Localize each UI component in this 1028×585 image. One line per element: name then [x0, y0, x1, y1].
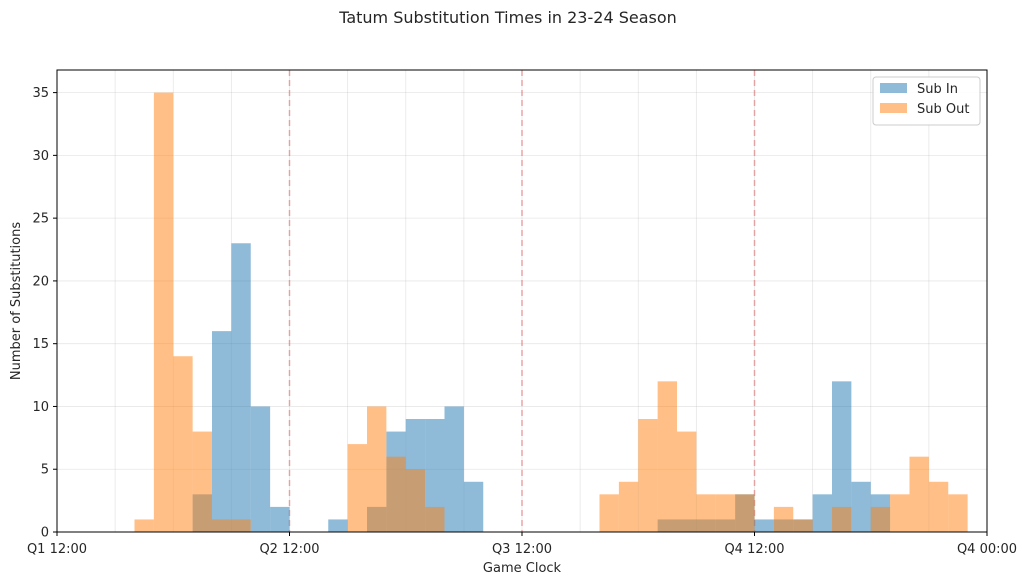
grid	[57, 70, 987, 533]
sub-out-bar	[173, 356, 193, 532]
y-tick-label: 20	[32, 274, 49, 289]
sub-out-bar	[715, 494, 736, 532]
sub-out-bar	[618, 481, 639, 532]
sub-in-bar	[444, 406, 464, 532]
sub-out-bar	[696, 494, 716, 532]
sub-out-bar	[638, 419, 658, 532]
x-tick-label: Q4 12:00	[724, 542, 784, 557]
sub-out-bar	[212, 519, 232, 532]
quarter-lines	[288, 70, 756, 532]
sub-in-bar	[754, 519, 774, 532]
x-tick-label: Q3 12:00	[492, 542, 552, 557]
y-axis-label: Number of Substitutions	[9, 222, 24, 380]
sub-out-bar	[948, 494, 968, 532]
sub-out-bar	[425, 506, 445, 532]
sub-out-bar	[928, 481, 949, 532]
sub-in-bar	[812, 494, 832, 532]
sub-out-bar	[890, 494, 910, 532]
sub-out-bar	[909, 456, 929, 532]
sub-out-bar	[367, 406, 387, 532]
sub-out-bar	[773, 506, 794, 532]
x-tick-label: Q4 00:00	[957, 542, 1017, 557]
sub-in-bar	[212, 331, 232, 532]
x-tick-label: Q1 12:00	[27, 542, 87, 557]
y-tick-label: 5	[41, 463, 49, 478]
legend-swatch-sub-in	[880, 83, 907, 93]
legend-label-sub-in: Sub In	[917, 82, 958, 97]
sub-out-bar	[599, 494, 619, 532]
sub-out-bar	[134, 519, 154, 532]
chart-title: Tatum Substitution Times in 23-24 Season	[338, 8, 677, 27]
legend-label-sub-out: Sub Out	[917, 102, 969, 117]
y-tick-label: 30	[32, 149, 49, 164]
sub-out-bar	[231, 519, 251, 532]
legend: Sub In Sub Out	[872, 76, 981, 126]
x-axis: Q1 12:00 Q2 12:00 Q3 12:00 Q4 12:00 Q4 00:00	[27, 532, 1017, 557]
x-tick-label: Q2 12:00	[259, 542, 319, 557]
y-tick-label: 25	[32, 212, 49, 227]
x-axis-label: Game Clock	[483, 561, 562, 576]
y-tick-label: 35	[32, 86, 49, 101]
sub-in-bar	[328, 519, 348, 532]
y-tick-label: 15	[32, 337, 49, 352]
sub-out-bar	[192, 431, 212, 532]
sub-out-bar	[677, 431, 697, 532]
sub-in-bar	[851, 481, 871, 532]
sub-in-bar	[270, 506, 290, 532]
y-axis: 0 5 10 15 20 25 30 35	[32, 86, 57, 541]
sub-out-bar	[347, 444, 367, 532]
sub-out-bar	[870, 506, 891, 532]
sub-out-bar	[405, 469, 426, 532]
legend-swatch-sub-out	[880, 103, 907, 113]
bars	[134, 92, 968, 532]
sub-in-bar	[463, 481, 484, 532]
y-tick-label: 0	[41, 526, 49, 541]
sub-out-bar	[153, 92, 174, 532]
sub-in-bar	[250, 406, 271, 532]
sub-in-bar	[832, 381, 852, 532]
sub-out-bar	[793, 519, 813, 532]
sub-out-bar	[735, 494, 755, 532]
sub-out-bar	[657, 381, 677, 532]
sub-out-bar	[832, 506, 852, 532]
y-tick-label: 10	[32, 400, 49, 415]
sub-in-bar	[231, 243, 251, 532]
sub-in-bar	[425, 419, 445, 532]
sub-out-bar	[386, 456, 406, 532]
